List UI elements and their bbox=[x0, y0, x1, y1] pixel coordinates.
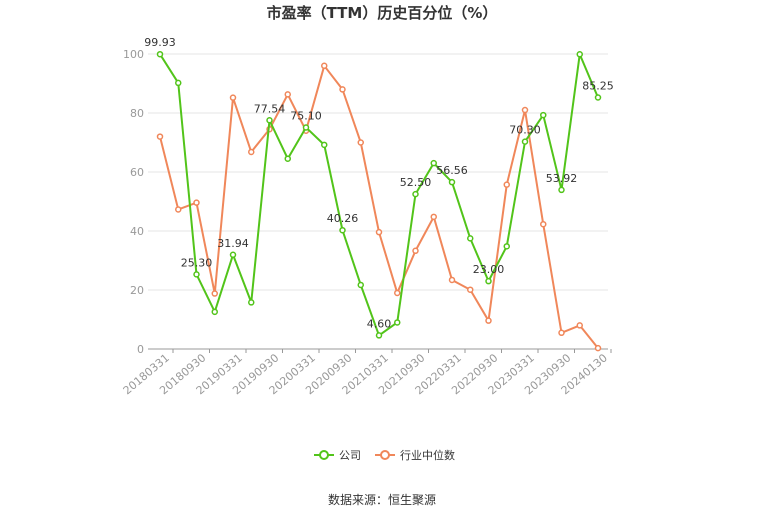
data-label: 99.93 bbox=[144, 36, 176, 49]
data-point[interactable] bbox=[430, 213, 437, 221]
data-point[interactable] bbox=[430, 159, 437, 167]
data-label: 53.92 bbox=[546, 172, 578, 185]
legend-item-0[interactable]: 公司 bbox=[314, 449, 361, 462]
y-axis-ticks: 0 20 40 60 80 100 bbox=[123, 48, 144, 356]
y-tick-label: 100 bbox=[123, 48, 144, 61]
data-point[interactable] bbox=[175, 206, 182, 213]
data-point[interactable] bbox=[594, 94, 602, 101]
source-text: 数据来源：恒生聚源 bbox=[328, 492, 436, 507]
data-point[interactable] bbox=[485, 317, 492, 324]
data-point[interactable] bbox=[321, 62, 328, 70]
data-point[interactable] bbox=[284, 155, 291, 162]
data-label: 52.50 bbox=[400, 176, 432, 189]
data-point[interactable] bbox=[302, 124, 310, 131]
series-1 bbox=[156, 62, 602, 352]
data-point[interactable] bbox=[156, 50, 164, 58]
data-point[interactable] bbox=[248, 148, 255, 156]
data-label: 23.00 bbox=[473, 263, 505, 276]
data-point[interactable] bbox=[357, 139, 364, 146]
data-point[interactable] bbox=[503, 243, 510, 250]
data-point[interactable] bbox=[339, 226, 346, 234]
y-tick-label: 60 bbox=[130, 166, 144, 179]
legend-marker bbox=[319, 450, 329, 460]
data-point[interactable] bbox=[448, 276, 456, 284]
data-point[interactable] bbox=[229, 251, 237, 259]
chart-title: 市盈率（TTM）历史百分位（%） bbox=[267, 4, 498, 22]
series-layer bbox=[156, 50, 602, 352]
data-point[interactable] bbox=[229, 94, 237, 101]
data-point[interactable] bbox=[375, 332, 383, 339]
data-label: 4.60 bbox=[367, 317, 392, 330]
data-label: 25.30 bbox=[181, 256, 213, 269]
data-point[interactable] bbox=[540, 111, 547, 119]
data-point[interactable] bbox=[156, 133, 164, 140]
data-labels: 99.93 25.30 31.94 77.54 75.10 40.26 4.60 52.50 5… bbox=[144, 36, 614, 330]
data-point[interactable] bbox=[448, 178, 456, 186]
data-point[interactable] bbox=[521, 106, 529, 114]
data-point[interactable] bbox=[211, 308, 218, 316]
data-label: 40.26 bbox=[327, 212, 359, 225]
y-tick-label: 0 bbox=[137, 343, 144, 356]
data-point[interactable] bbox=[266, 117, 273, 124]
data-point[interactable] bbox=[412, 190, 419, 198]
legend-label: 行业中位数 bbox=[400, 448, 455, 462]
grid-lines bbox=[148, 53, 608, 291]
y-tick-label: 80 bbox=[130, 107, 144, 120]
data-label: 31.94 bbox=[217, 237, 249, 250]
y-tick-label: 20 bbox=[130, 284, 144, 297]
data-point[interactable] bbox=[357, 281, 364, 289]
data-point[interactable] bbox=[193, 199, 200, 206]
data-point[interactable] bbox=[485, 277, 492, 285]
data-point[interactable] bbox=[576, 51, 583, 58]
data-point[interactable] bbox=[594, 344, 602, 352]
legend-item-1[interactable]: 行业中位数 bbox=[375, 448, 455, 462]
data-point[interactable] bbox=[467, 286, 474, 293]
legend-marker bbox=[380, 450, 390, 460]
legend-label: 公司 bbox=[339, 449, 361, 462]
series-line bbox=[159, 53, 599, 337]
data-label: 75.10 bbox=[290, 109, 322, 122]
data-point[interactable] bbox=[321, 141, 328, 149]
data-point[interactable] bbox=[558, 329, 565, 337]
data-label: 77.54 bbox=[254, 102, 286, 115]
series-line bbox=[159, 64, 599, 349]
data-point[interactable] bbox=[375, 228, 383, 236]
data-point[interactable] bbox=[394, 319, 401, 326]
data-point[interactable] bbox=[284, 91, 291, 98]
data-point[interactable] bbox=[576, 322, 583, 329]
y-tick-label: 40 bbox=[130, 225, 144, 238]
data-point[interactable] bbox=[193, 271, 200, 278]
data-label: 56.56 bbox=[436, 164, 468, 177]
data-point[interactable] bbox=[248, 299, 255, 306]
data-point[interactable] bbox=[211, 290, 218, 297]
data-point[interactable] bbox=[467, 235, 474, 242]
data-label: 70.30 bbox=[509, 124, 541, 137]
data-point[interactable] bbox=[503, 181, 510, 188]
data-point[interactable] bbox=[558, 186, 565, 194]
data-point[interactable] bbox=[540, 220, 547, 228]
legend[interactable]: 公司 行业中位数 bbox=[314, 448, 455, 462]
data-point[interactable] bbox=[412, 247, 419, 255]
data-point[interactable] bbox=[339, 86, 346, 93]
data-point[interactable] bbox=[521, 138, 529, 145]
data-point[interactable] bbox=[394, 289, 401, 297]
series-0 bbox=[156, 50, 602, 339]
data-label: 85.25 bbox=[582, 80, 614, 93]
x-axis: 2018033120180930201903312019093020200331… bbox=[121, 348, 612, 397]
data-point[interactable] bbox=[175, 79, 182, 87]
